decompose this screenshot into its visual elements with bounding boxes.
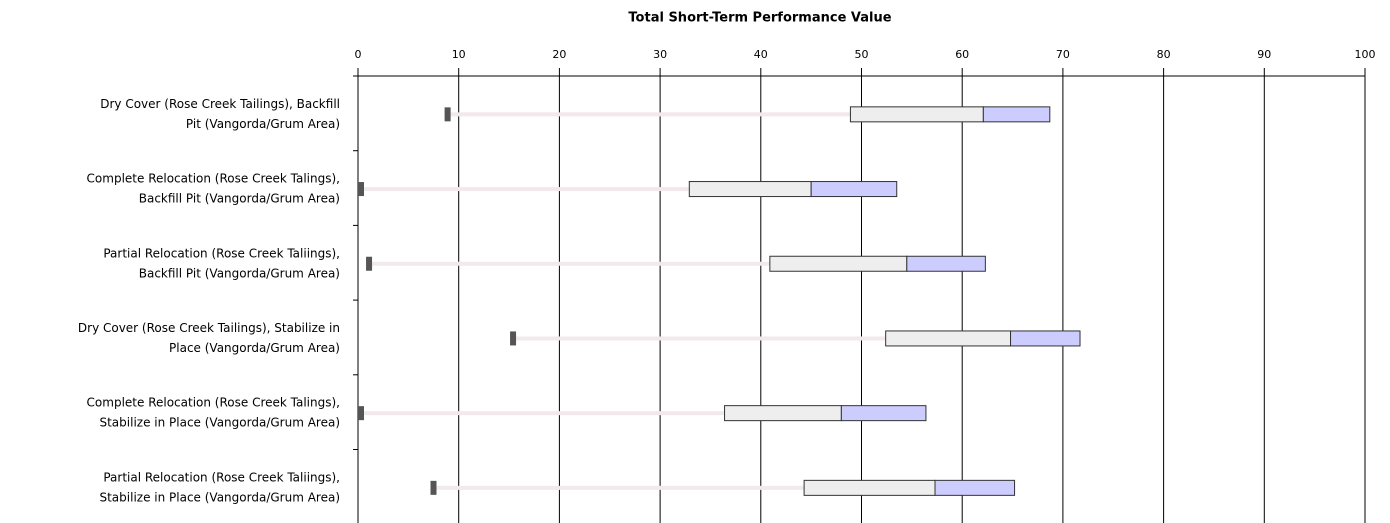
high-box: [906, 255, 986, 272]
y-tick-label: Partial Relocation (Rose Creek Taliings)…: [103, 246, 340, 260]
low-box: [849, 106, 984, 123]
min-marker: [430, 480, 437, 495]
high-box: [1010, 330, 1081, 347]
x-tick-label: 40: [754, 48, 768, 61]
x-tick-label: 10: [452, 48, 466, 61]
y-tick-label: Complete Relocation (Rose Creek Talings)…: [87, 172, 340, 186]
chart-title: Total Short-Term Performance Value: [628, 11, 891, 26]
y-tick-label: Backfill Pit (Vangorda/Grum Area): [139, 192, 340, 206]
low-box: [688, 181, 812, 198]
x-tick-label: 30: [653, 48, 667, 61]
y-tick-label: Dry Cover (Rose Creek Tailings), Backfil…: [100, 97, 340, 111]
y-tick-label: Dry Cover (Rose Creek Tailings), Stabili…: [78, 321, 340, 335]
y-tick-label: Stabilize in Place (Vangorda/Grum Area): [99, 490, 340, 504]
x-tick-label: 60: [955, 48, 969, 61]
x-tick-label: 90: [1257, 48, 1271, 61]
high-box: [982, 106, 1051, 123]
high-box: [840, 405, 927, 422]
low-box: [724, 405, 842, 422]
min-marker: [444, 107, 451, 122]
x-tick-label: 50: [855, 48, 869, 61]
min-marker: [358, 406, 364, 421]
x-tick-label: 100: [1355, 48, 1376, 61]
y-tick-label: Stabilize in Place (Vangorda/Grum Area): [99, 416, 340, 430]
min-marker: [510, 331, 517, 346]
range-line: [444, 112, 851, 117]
high-box: [810, 181, 898, 198]
y-tick-label: Pit (Vangorda/Grum Area): [186, 117, 340, 131]
low-box: [769, 255, 908, 272]
y-tick-label: Place (Vangorda/Grum Area): [169, 341, 340, 355]
y-tick-label: Backfill Pit (Vangorda/Grum Area): [139, 266, 340, 280]
range-line: [358, 187, 690, 192]
x-tick-label: 80: [1157, 48, 1171, 61]
range-line: [510, 336, 886, 341]
y-tick-label: Partial Relocation (Rose Creek Taliings)…: [103, 470, 340, 484]
low-box: [803, 479, 936, 496]
range-line: [366, 261, 770, 266]
range-line: [430, 485, 805, 490]
x-tick-label: 20: [552, 48, 566, 61]
x-tick-label: 0: [355, 48, 362, 61]
x-tick-label: 70: [1056, 48, 1070, 61]
y-tick-label: Complete Relocation (Rose Creek Talings)…: [87, 396, 340, 410]
high-box: [934, 479, 1016, 496]
range-line: [358, 411, 725, 416]
min-marker: [366, 256, 373, 271]
low-box: [885, 330, 1012, 347]
min-marker: [358, 182, 364, 197]
